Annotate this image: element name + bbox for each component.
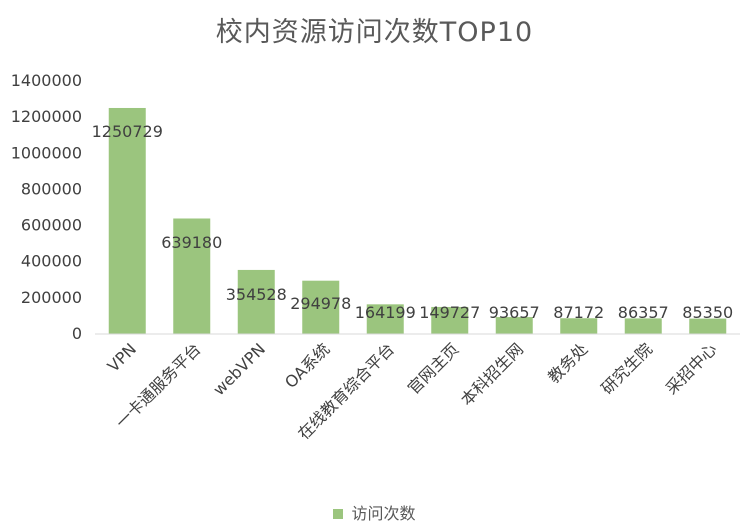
x-tick-label: 研究生院 — [597, 339, 656, 398]
data-label: 149727 — [419, 303, 480, 322]
data-label: 93657 — [489, 303, 540, 322]
y-tick-label: 0 — [72, 324, 82, 343]
data-label: 164199 — [355, 303, 416, 322]
bar — [108, 107, 146, 334]
x-tick-label: webVPN — [209, 339, 269, 399]
x-tick-label: 教务处 — [544, 339, 591, 386]
bars — [108, 107, 727, 334]
data-label: 354528 — [226, 285, 287, 304]
legend: 访问次数 — [0, 500, 749, 524]
bar — [366, 304, 404, 334]
x-tick-label: 本科招生网 — [457, 339, 527, 409]
data-label: 294978 — [290, 294, 351, 313]
y-tick-label: 200000 — [21, 288, 82, 307]
data-labels: 1250729 639180 354528 294978 164199 149727 936… — [92, 122, 734, 322]
data-label: 1250729 — [92, 122, 163, 141]
data-label: 87172 — [553, 303, 604, 322]
bar — [495, 317, 533, 334]
y-tick-label: 400000 — [21, 252, 82, 271]
bar — [689, 318, 727, 334]
bar — [624, 318, 662, 334]
y-tick-label: 800000 — [21, 179, 82, 198]
chart-title: 校内资源访问次数TOP10 — [215, 17, 534, 48]
data-label: 639180 — [161, 233, 222, 252]
bar — [560, 318, 598, 334]
bar — [173, 218, 211, 334]
y-axis-labels: 0 200000 400000 600000 800000 1000000 1200000 1… — [11, 71, 82, 343]
x-tick-label: 官网主页 — [404, 339, 463, 398]
data-label: 85350 — [682, 303, 733, 322]
y-tick-label: 1400000 — [11, 71, 82, 90]
x-tick-label: OA系统 — [281, 339, 334, 392]
x-tick-label: 采招中心 — [662, 339, 721, 398]
y-tick-label: 1200000 — [11, 107, 82, 126]
x-tick-label: VPN — [104, 339, 140, 375]
bar — [302, 280, 340, 334]
y-tick-label: 1000000 — [11, 143, 82, 162]
data-label: 86357 — [618, 303, 669, 322]
legend-label: 访问次数 — [351, 504, 416, 523]
legend-swatch — [333, 509, 344, 519]
bar — [237, 269, 275, 334]
bar — [431, 306, 469, 334]
y-tick-label: 600000 — [21, 216, 82, 235]
